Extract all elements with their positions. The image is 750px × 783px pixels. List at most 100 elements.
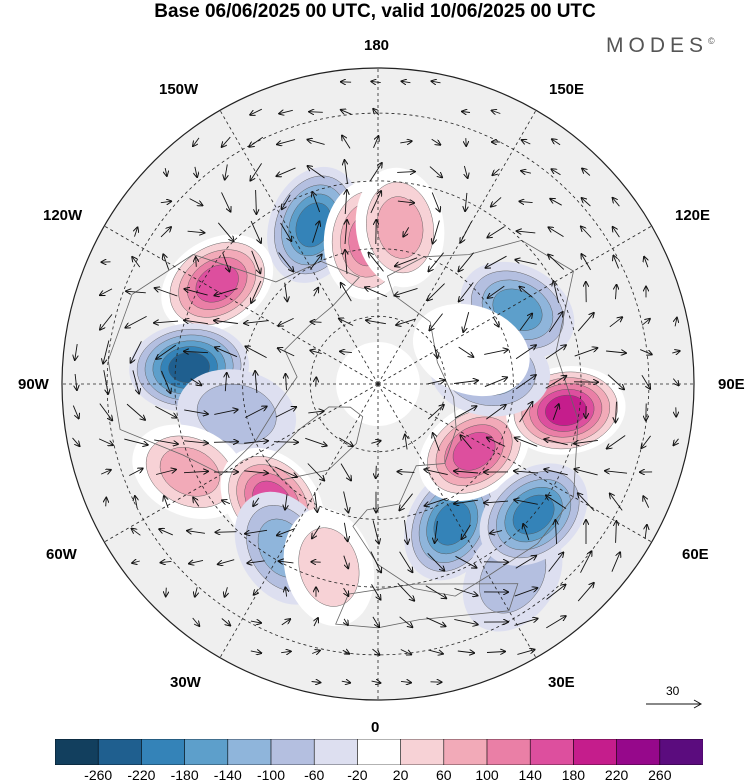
wind-vector [548, 255, 565, 270]
wind-vector [286, 374, 287, 391]
colorbar-swatch [227, 739, 272, 765]
wind-vector [103, 370, 108, 394]
colorbar-swatch [55, 739, 99, 765]
wind-vector [183, 471, 208, 472]
colorbar-swatch [184, 739, 229, 765]
wind-vector [311, 322, 322, 323]
map-border [61, 67, 695, 701]
meridian-line [377, 110, 537, 385]
wind-vector [610, 494, 623, 511]
wind-vector [316, 377, 317, 387]
wind-vector [100, 314, 113, 329]
colorbar-tick-label: -180 [170, 767, 199, 783]
wind-vector [132, 561, 140, 563]
wind-vector [515, 260, 537, 265]
wind-vector [225, 164, 228, 179]
wind-vector [517, 650, 534, 655]
wind-vector [343, 587, 349, 596]
wind-vector [582, 169, 591, 176]
wind-vector [310, 350, 322, 353]
wind-vector [72, 437, 80, 446]
wind-vector [459, 282, 474, 302]
lon-label-120w: 120W [43, 207, 83, 224]
wind-vector [546, 585, 566, 600]
wind-vector [552, 139, 561, 146]
wind-vector [458, 252, 474, 272]
wind-vector [454, 588, 478, 596]
wind-vector [399, 551, 413, 572]
wind-vector [366, 320, 386, 325]
wind-vector [312, 651, 320, 654]
wind-vector [314, 288, 318, 297]
wind-vector [250, 108, 262, 115]
colorbar-tick-label: 60 [436, 767, 452, 783]
wind-vector [429, 313, 443, 331]
wind-vector [213, 442, 238, 443]
wind-vector [431, 192, 440, 212]
wind-vector [425, 497, 448, 506]
wind-vector [341, 681, 350, 683]
anomaly-field [129, 166, 626, 632]
wind-vector [372, 520, 379, 543]
wind-vector [521, 171, 532, 173]
wind-vector [312, 192, 321, 213]
reference-vector-arrow [646, 699, 703, 709]
wind-vector [544, 439, 568, 446]
wind-vector [256, 189, 257, 214]
wind-vector [613, 227, 620, 238]
wind-vector [215, 288, 238, 296]
anomaly-contour [195, 264, 239, 303]
wind-vector [574, 469, 598, 476]
wind-vector [285, 494, 287, 509]
wind-vector [308, 166, 325, 179]
wind-vector [552, 404, 559, 420]
wind-vector [222, 500, 231, 503]
lon-label-150w: 150W [159, 81, 199, 98]
wind-vector [222, 252, 230, 272]
wind-vector [98, 438, 113, 445]
wind-vector [640, 349, 652, 355]
wind-vector [245, 346, 267, 358]
wind-vector [75, 344, 77, 360]
wind-vector [275, 407, 296, 418]
colorbar-swatch [141, 739, 186, 765]
chart-title: Base 06/06/2025 00 UTC, valid 10/06/2025… [154, 1, 596, 22]
wind-vector [523, 524, 530, 541]
wind-vector [548, 553, 564, 572]
wind-vector [155, 470, 176, 475]
colorbar-swatch [616, 739, 661, 765]
wind-vector [249, 136, 264, 147]
wind-vector [195, 166, 197, 177]
wind-vector [581, 254, 591, 271]
wind-vector [607, 374, 624, 390]
wind-vector [278, 252, 294, 272]
wind-vector [214, 321, 238, 324]
wind-vector [307, 140, 325, 145]
wind-vector [155, 406, 176, 417]
wind-vector [345, 250, 347, 275]
wind-vector [373, 109, 380, 116]
wind-vector [580, 551, 592, 573]
wind-vector [616, 285, 617, 300]
wind-vector [341, 110, 352, 115]
wind-vector [454, 381, 478, 384]
coastline [352, 239, 579, 597]
wind-vector [454, 471, 479, 473]
wind-vector [250, 621, 261, 623]
wind-vector [184, 351, 209, 352]
reference-vector-value: 30 [666, 684, 680, 698]
colorbar-tick-label: -100 [256, 767, 286, 783]
lon-label-120e: 120E [675, 207, 711, 224]
wind-vector [457, 651, 474, 653]
wind-vector [582, 198, 591, 207]
wind-vector [187, 231, 205, 233]
wind-vector [395, 257, 418, 266]
wind-vector [464, 165, 467, 178]
wind-vector [405, 520, 408, 544]
wind-vector [514, 500, 538, 505]
wind-vector [344, 618, 348, 625]
wind-vector [193, 137, 200, 146]
wind-vector [273, 442, 298, 443]
wind-vector [225, 587, 228, 597]
